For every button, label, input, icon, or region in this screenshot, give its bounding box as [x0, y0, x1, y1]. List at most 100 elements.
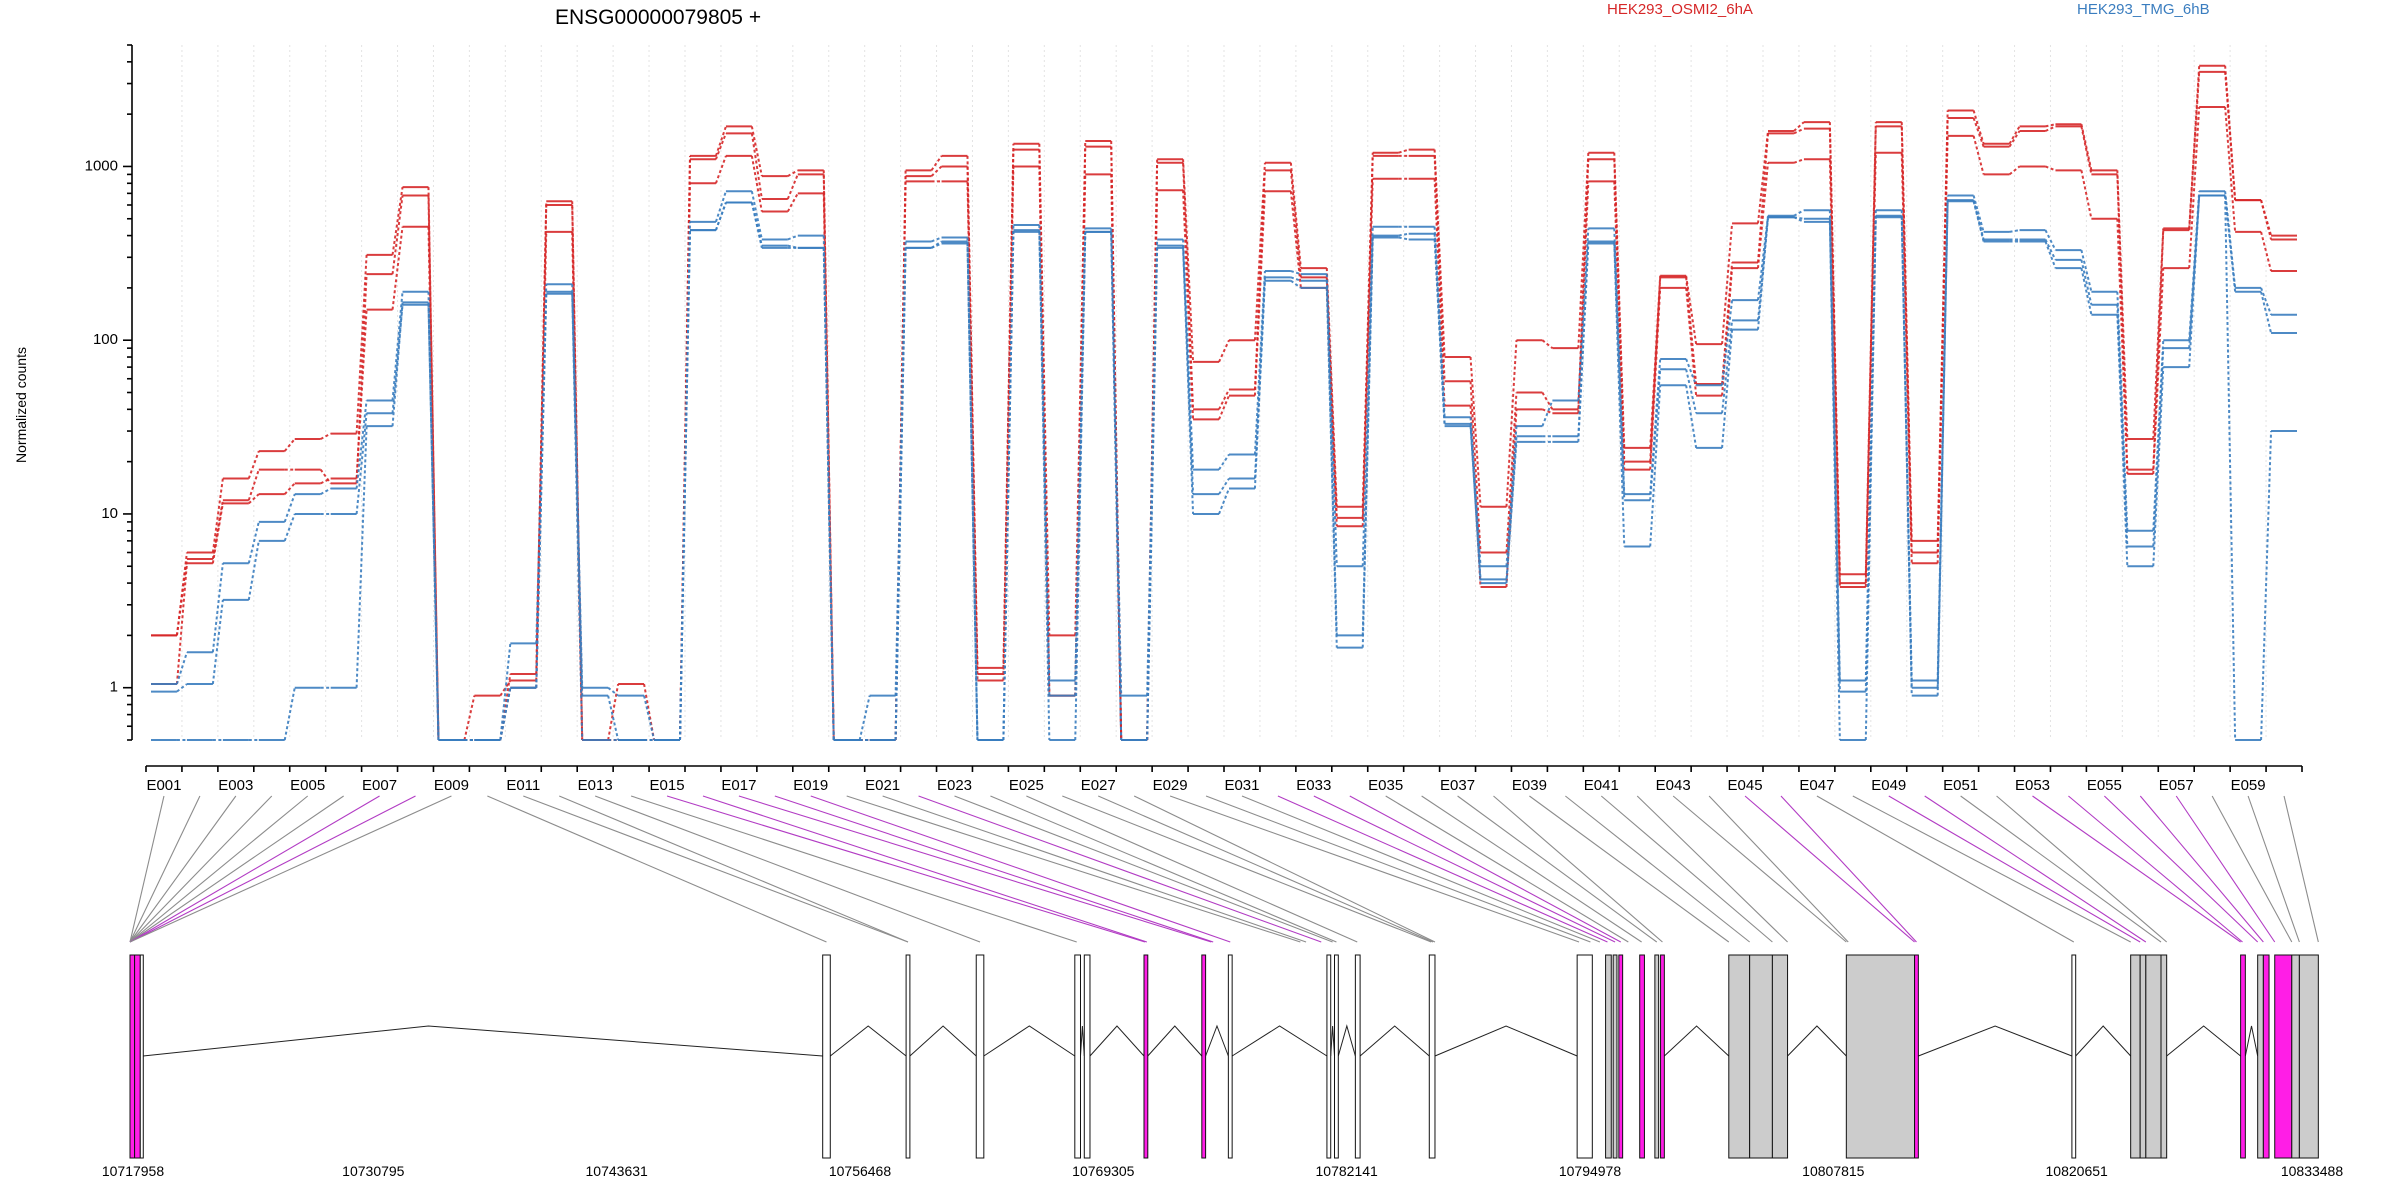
- data-connector: [176, 683, 188, 693]
- exon-connector: [1241, 795, 1601, 943]
- data-connector: [175, 563, 188, 685]
- plot-area: 1 10 100 1000 E001 E003 E005 E007 E009 E011 E013 E0…: [85, 44, 2303, 794]
- intron: [1080, 1025, 1085, 1057]
- data-connector: [1289, 162, 1302, 269]
- data-connector: [1864, 152, 1877, 587]
- data-connector: [1685, 369, 1698, 414]
- x-tick-label: E021: [865, 777, 900, 794]
- data-connector: [750, 133, 763, 200]
- data-connector: [571, 293, 584, 741]
- x-tick-label: E035: [1368, 777, 1403, 794]
- data-connector: [2260, 291, 2273, 334]
- data-connector: [2045, 125, 2056, 132]
- intron: [1664, 1025, 1730, 1057]
- data-connector: [1721, 320, 1734, 414]
- x-tick-label: E047: [1799, 777, 1834, 794]
- exon-block: [1618, 954, 1624, 1159]
- x-tick-label: E027: [1081, 777, 1116, 794]
- exon-connector: [1708, 795, 1849, 943]
- data-connector: [1218, 395, 1230, 420]
- genome-coordinate-label: 10833488: [2281, 1163, 2344, 1179]
- data-connector: [391, 195, 404, 275]
- chart-title: ENSG00000079805 +: [555, 6, 761, 29]
- x-tick-label: E011: [506, 777, 540, 794]
- exon-connector: [630, 795, 1077, 943]
- data-connector: [1433, 155, 1446, 382]
- exon-connector: [1421, 795, 1642, 943]
- data-connector: [1972, 135, 1985, 175]
- data-connector: [2224, 71, 2237, 201]
- exon-block: [1354, 954, 1361, 1159]
- exon-connector: [129, 795, 273, 943]
- data-connector: [1864, 217, 1877, 741]
- data-connector: [391, 304, 404, 414]
- x-tick-label: E045: [1728, 777, 1763, 794]
- exon-block: [1612, 954, 1618, 1159]
- exon-block: [2071, 954, 2077, 1159]
- data-connector: [1685, 358, 1698, 386]
- data-connector: [1002, 149, 1015, 674]
- data-connector: [355, 254, 368, 434]
- data-connector: [1972, 201, 1985, 242]
- intron: [909, 1025, 977, 1057]
- intron: [2166, 1025, 2241, 1057]
- data-connector: [1218, 488, 1230, 515]
- intron: [2244, 1025, 2259, 1057]
- exon-connector: [1133, 795, 1436, 943]
- exon-block: [2262, 954, 2270, 1159]
- exon-connector: [129, 795, 452, 943]
- data-connector: [355, 413, 368, 515]
- exon-connector: [129, 795, 237, 943]
- exon-connectors: [129, 795, 2319, 943]
- series-4: [151, 194, 2297, 741]
- data-connector: [1505, 441, 1518, 580]
- exon-block: [139, 954, 144, 1159]
- x-tick-label: E005: [290, 777, 325, 794]
- series-5: [151, 194, 2297, 741]
- data-connector: [2152, 228, 2165, 440]
- data-connector: [2152, 367, 2165, 567]
- exon-block: [1428, 954, 1436, 1159]
- intron: [1434, 1025, 1578, 1057]
- x-tick-label: E013: [578, 777, 613, 794]
- exon-connector: [1313, 795, 1616, 943]
- x-tick-label: E055: [2087, 777, 2122, 794]
- exon-connector: [2247, 795, 2300, 943]
- genome-coordinate-label: 10769305: [1072, 1163, 1135, 1179]
- data-connector: [2152, 348, 2165, 547]
- data-connector: [1074, 231, 1087, 741]
- data-connector: [1972, 110, 1985, 145]
- exon-block: [1914, 954, 1919, 1159]
- genome-coordinate-label: 10717958: [102, 1163, 165, 1179]
- exon-connector: [1169, 795, 1580, 943]
- exon-block: [1334, 954, 1339, 1159]
- intron: [2075, 1025, 2132, 1057]
- data-connector: [607, 695, 620, 741]
- exon-connector: [129, 795, 201, 943]
- x-tick-label: E059: [2231, 777, 2266, 794]
- data-connector: [1182, 247, 1195, 514]
- data-connector: [211, 563, 224, 653]
- data-connector: [1793, 216, 1805, 223]
- data-connector: [427, 304, 440, 741]
- exon-connector: [1349, 795, 1622, 943]
- intron: [1330, 1025, 1336, 1057]
- exon-connector: [990, 795, 1337, 943]
- x-tick-label: E019: [793, 777, 828, 794]
- intron: [143, 1025, 823, 1057]
- data-connector: [1757, 162, 1769, 269]
- exon-block: [1749, 954, 1773, 1159]
- data-connector: [2188, 195, 2201, 368]
- data-connector: [966, 181, 979, 681]
- exon-connector: [2103, 795, 2259, 943]
- exon-block: [2145, 954, 2162, 1159]
- data-connector: [2260, 287, 2273, 316]
- data-connector: [1325, 280, 1338, 636]
- x-tick-label: E003: [218, 777, 253, 794]
- data-connector: [211, 503, 224, 564]
- data-connector: [2224, 195, 2237, 741]
- gene-model: 10717958 10730795 10743631 10756468 10769305…: [102, 954, 2344, 1179]
- data-connector: [2260, 199, 2273, 240]
- exon-connector: [1493, 795, 1663, 943]
- data-connector: [2116, 218, 2129, 474]
